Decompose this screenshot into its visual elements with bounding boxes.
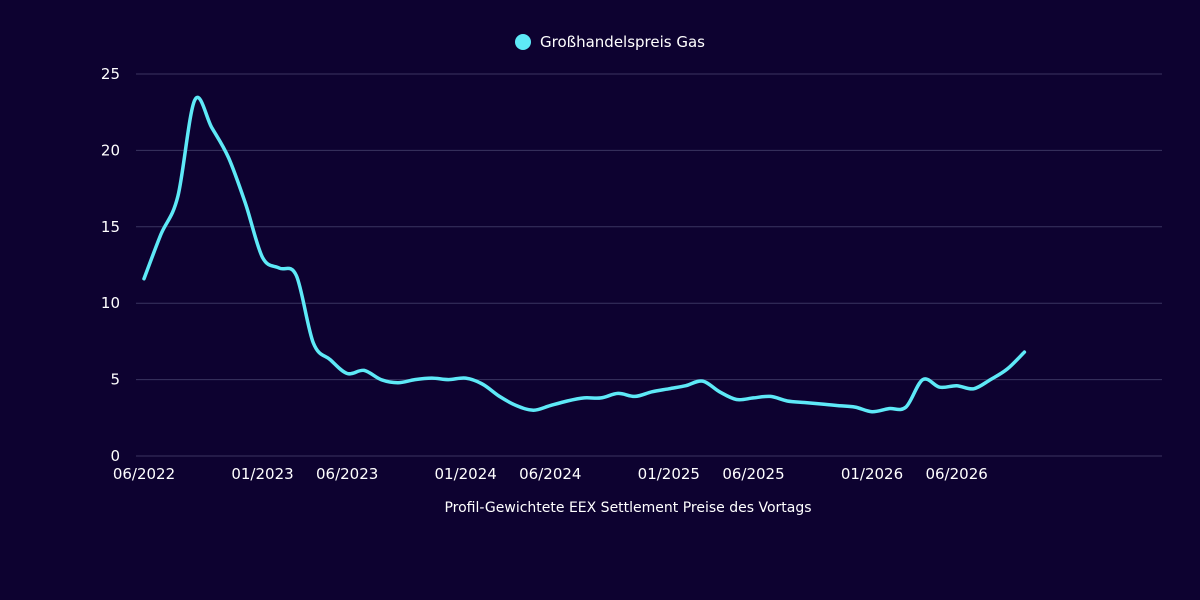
y-tick-label: 0	[110, 447, 120, 465]
y-tick-label: 10	[101, 294, 120, 312]
x-tick-label: 06/2022	[113, 465, 175, 483]
y-tick-label: 5	[110, 371, 120, 389]
y-axis: 0 5 10 15 20 25	[101, 65, 120, 465]
x-tick-label: 01/2024	[435, 465, 497, 483]
y-tick-label: 25	[101, 65, 120, 83]
y-tick-label: 20	[101, 141, 120, 159]
series-line-gas-price	[142, 95, 1027, 414]
x-axis-title: Profil-Gewichtete EEX Settlement Preise …	[444, 500, 811, 516]
x-tick-label: 06/2025	[722, 465, 784, 483]
x-tick-label: 01/2025	[638, 465, 700, 483]
y-tick-label: 15	[101, 218, 120, 236]
grid	[136, 73, 1162, 457]
legend-label: Großhandelspreis Gas	[540, 33, 705, 51]
x-tick-label: 06/2024	[519, 465, 581, 483]
x-tick-label: 06/2023	[316, 465, 378, 483]
legend-marker	[515, 34, 531, 50]
x-tick-label: 06/2026	[925, 465, 987, 483]
x-axis: 06/2022 01/2023 06/2023 01/2024 06/2024 01/20…	[113, 465, 988, 483]
series-layer	[142, 95, 1027, 414]
x-tick-label: 01/2026	[841, 465, 903, 483]
x-tick-label: 01/2023	[231, 465, 293, 483]
legend: Großhandelspreis Gas	[515, 33, 705, 51]
